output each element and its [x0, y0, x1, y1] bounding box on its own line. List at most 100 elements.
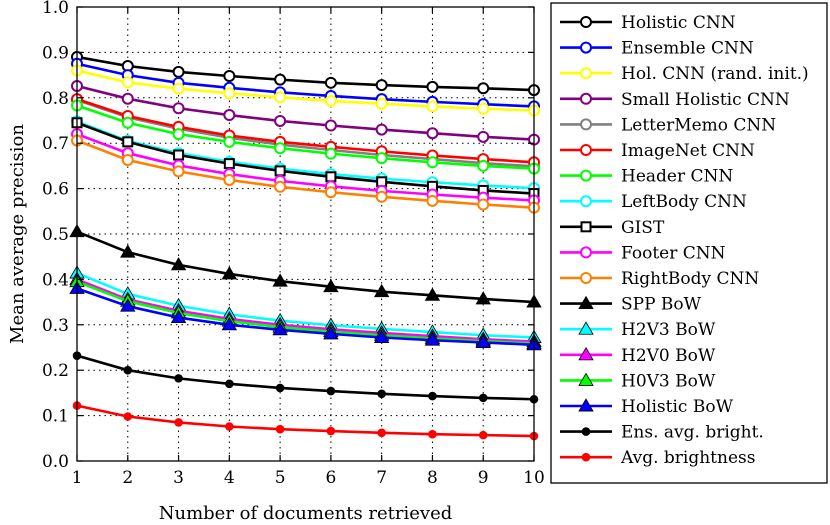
legend-item: GIST	[560, 218, 665, 238]
data-point	[324, 186, 337, 199]
data-point	[478, 430, 488, 440]
legend-item: Avg. brightness	[560, 448, 755, 468]
legend-marker	[580, 221, 592, 233]
y-tick-label: 0.1	[42, 407, 69, 427]
x-axis-title: Number of documents retrieved	[159, 503, 453, 524]
data-point	[424, 287, 441, 301]
legend-label: H2V3 BoW	[621, 320, 716, 340]
legend-item: ImageNet CNN	[560, 141, 755, 161]
data-point	[173, 149, 185, 161]
data-point	[377, 428, 386, 438]
series-line	[76, 98, 535, 168]
data-point	[172, 128, 185, 141]
data-point	[373, 329, 390, 343]
legend-marker	[580, 16, 592, 28]
legend-item: Ens. avg. bright.	[560, 423, 764, 443]
legend-item: Footer CNN	[560, 243, 726, 263]
data-point	[120, 244, 136, 258]
data-point	[274, 142, 287, 155]
series-line	[76, 62, 535, 108]
plot-frame	[76, 6, 535, 462]
series-holistic-cnn	[71, 50, 540, 97]
x-tick-label: 5	[275, 468, 286, 488]
legend-label: RightBody CNN	[621, 269, 759, 289]
data-point	[375, 123, 388, 136]
series-leftbody-cnn	[71, 115, 540, 195]
legend-marker	[578, 372, 594, 386]
x-tick-label: 2	[122, 468, 133, 488]
legend-label: Hol. CNN (rand. init.)	[621, 64, 809, 84]
series-line	[76, 354, 535, 401]
legend-item: Holistic CNN	[560, 13, 736, 33]
data-point	[375, 190, 388, 203]
data-point	[375, 152, 388, 165]
data-point	[275, 383, 285, 393]
data-point	[170, 309, 187, 323]
series-line	[76, 120, 535, 190]
data-point	[274, 114, 287, 127]
legend-label: LeftBody CNN	[621, 192, 747, 212]
legend-label: Avg. brightness	[620, 448, 755, 468]
series-layer	[69, 50, 542, 441]
data-point	[426, 194, 439, 207]
series-avg-brightness	[72, 401, 539, 441]
y-tick-label: 0.6	[42, 180, 69, 200]
data-point	[121, 116, 134, 129]
data-point	[324, 94, 337, 107]
data-point	[172, 65, 185, 78]
x-tick-label: 4	[224, 468, 235, 488]
legend-marker	[580, 67, 592, 80]
data-point	[121, 92, 134, 105]
data-point	[274, 91, 287, 104]
series-holistic-bow	[69, 280, 542, 351]
data-point	[272, 321, 288, 336]
y-axis-title: Mean average precision	[7, 124, 28, 344]
data-point	[477, 130, 490, 143]
data-point	[428, 429, 437, 439]
data-point	[225, 422, 234, 431]
y-tick-label: 0.0	[42, 452, 69, 472]
data-point	[221, 266, 238, 280]
data-point	[426, 80, 439, 93]
data-point	[223, 158, 235, 170]
legend-marker	[580, 169, 592, 182]
series-footer-cnn	[71, 128, 540, 207]
data-point	[475, 291, 491, 305]
data-point	[272, 273, 288, 287]
data-point	[223, 70, 236, 83]
data-point	[424, 332, 441, 346]
data-point	[223, 173, 236, 186]
data-point	[275, 424, 285, 434]
legend-item: LetterMemo CNN	[560, 115, 776, 135]
legend-label: Holistic BoW	[621, 397, 734, 417]
data-point	[373, 283, 390, 298]
legend-marker	[580, 41, 592, 54]
legend-marker	[578, 398, 594, 412]
y-tick-label: 0.5	[42, 225, 69, 245]
series-line	[76, 230, 535, 304]
data-point	[477, 159, 490, 172]
legend-label: Ens. avg. bright.	[621, 423, 764, 443]
series-line	[76, 97, 535, 164]
data-point	[426, 156, 439, 169]
grid	[77, 7, 534, 461]
x-tick-label: 8	[427, 468, 438, 488]
legend-marker	[580, 246, 592, 259]
data-point	[223, 87, 236, 100]
y-tick-label: 0.4	[42, 270, 69, 290]
series-small-holistic-cnn	[71, 79, 540, 146]
series-line	[76, 404, 535, 438]
x-tick-label: 7	[376, 468, 387, 488]
legend-item: RightBody CNN	[560, 269, 759, 289]
data-point	[326, 426, 336, 436]
series-hol-cnn-rand-init	[71, 64, 540, 117]
series-line	[76, 139, 535, 209]
data-point	[323, 326, 339, 340]
legend-item: H2V3 BoW	[560, 320, 716, 340]
x-tick-label: 1	[72, 468, 83, 488]
data-point	[375, 97, 388, 110]
series-line	[76, 287, 535, 347]
legend-box	[550, 2, 828, 484]
legend-item: LeftBody CNN	[560, 192, 747, 212]
